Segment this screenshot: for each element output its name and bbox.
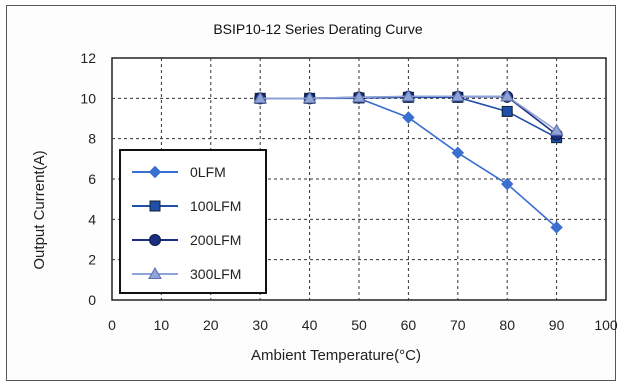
y-tick-label: 0 [88,292,96,308]
x-tick-label: 80 [499,317,515,333]
data-point [500,89,515,102]
data-point [500,177,514,191]
x-tick-label: 50 [351,317,367,333]
legend-label: 300LFM [190,266,241,282]
legend: 0LFM 100LFM 200LFM 300LFM [119,149,267,294]
legend-marker [149,234,161,246]
x-tick-label: 100 [594,317,618,333]
x-tick-label: 60 [401,317,417,333]
legend-marker [149,200,161,212]
data-point [352,90,366,103]
legend-item: 100LFM [132,198,241,214]
data-point [451,146,465,159]
x-axis-label: Ambient Temperature(°C) [251,347,421,364]
legend-item: 300LFM [132,266,241,282]
x-tick-label: 90 [549,317,565,333]
y-axis-label: Output Current(A) [31,150,48,269]
data-point [402,111,415,124]
data-point [549,123,564,136]
legend-marker [148,266,162,279]
legend-label: 100LFM [190,198,241,214]
x-tick-label: 0 [108,317,116,333]
data-point [253,91,268,104]
data-point [302,91,317,104]
data-point [501,105,513,117]
data-series [253,89,564,234]
y-tick-label: 6 [88,171,96,187]
series-300LFM [253,89,564,136]
x-tick-label: 40 [302,317,318,333]
x-axis-ticks: 0 10 20 30 40 50 60 70 80 90 100 [108,317,618,333]
legend-marker [148,165,162,179]
legend-label: 0LFM [190,164,226,180]
y-axis-ticks: 0 2 4 6 8 10 12 [80,50,96,308]
legend-item: 0LFM [132,164,226,180]
data-point [401,89,416,102]
y-tick-label: 10 [80,90,96,106]
y-tick-label: 12 [80,50,96,66]
data-point [450,89,465,102]
x-tick-label: 10 [154,317,170,333]
x-tick-label: 20 [203,317,219,333]
y-tick-label: 2 [88,252,96,268]
legend-label: 200LFM [190,232,241,248]
data-point [550,221,563,234]
x-tick-label: 70 [450,317,466,333]
legend-box [119,149,267,294]
x-tick-label: 30 [252,317,268,333]
y-tick-label: 4 [88,211,96,227]
chart-title: BSIP10-12 Series Derating Curve [213,21,423,37]
legend-item: 200LFM [132,232,241,248]
y-tick-label: 8 [88,131,96,147]
